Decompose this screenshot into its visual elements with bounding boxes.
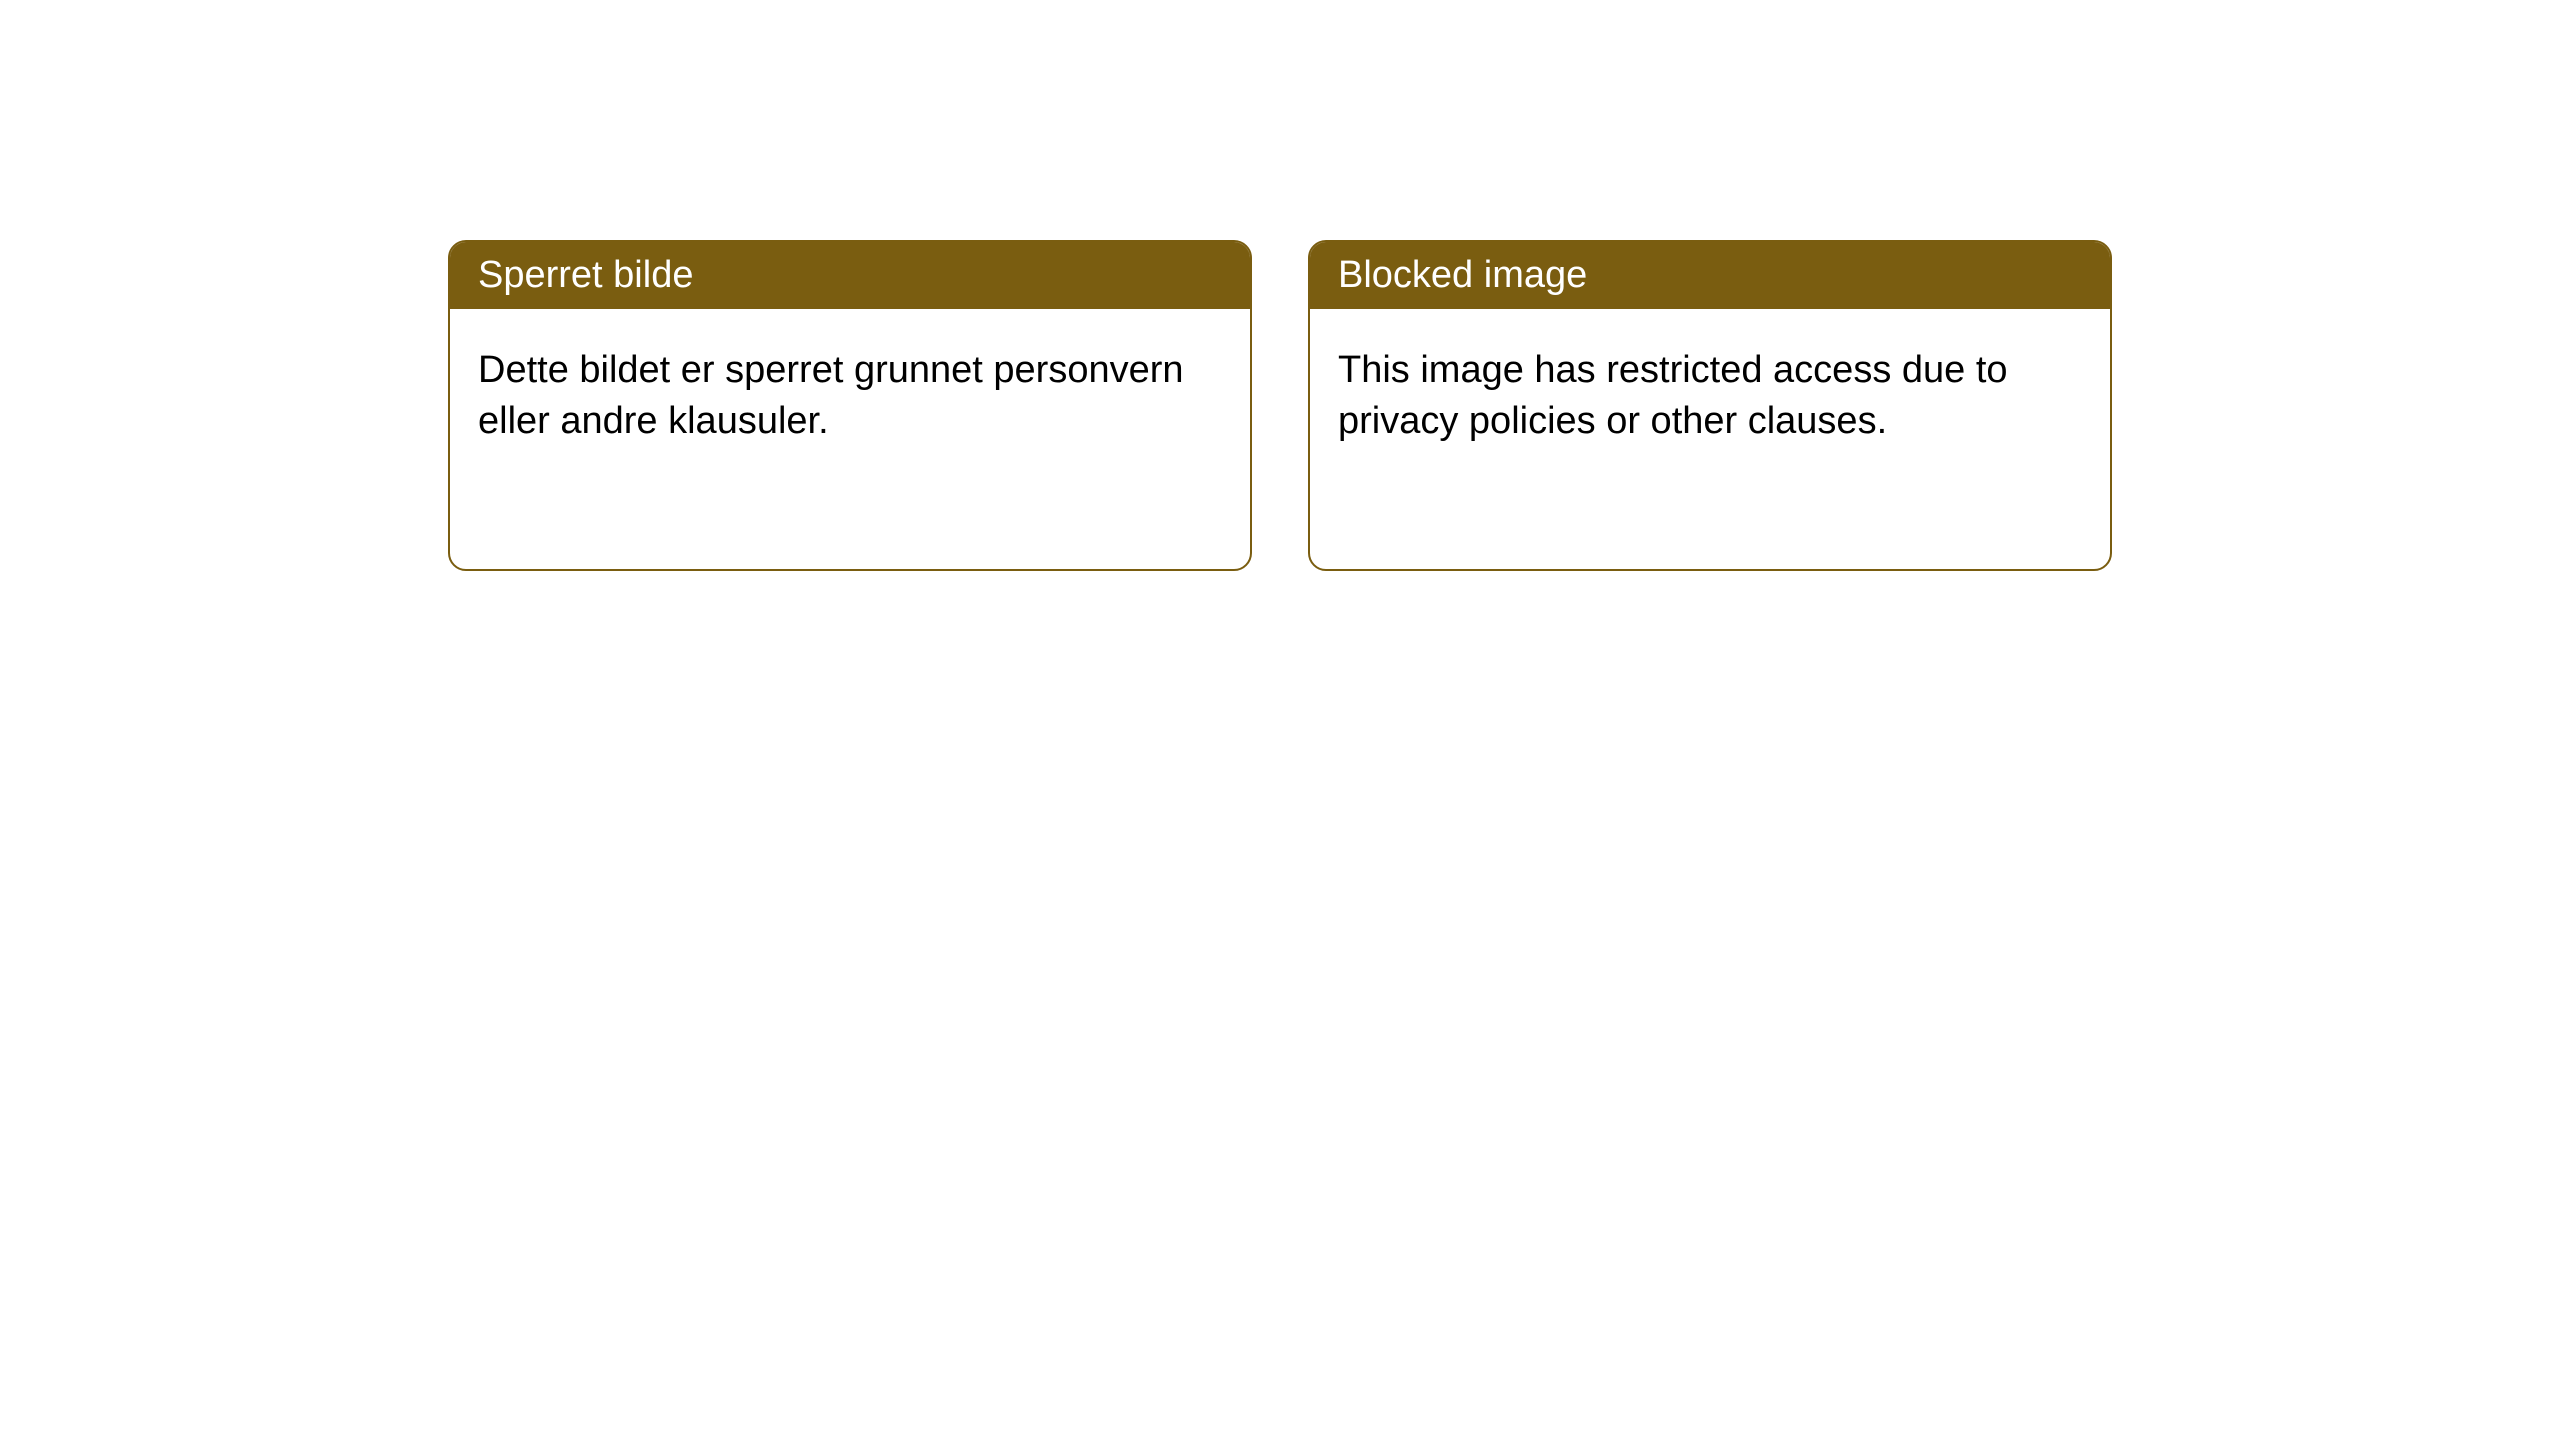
notice-card-norwegian: Sperret bilde Dette bildet er sperret gr…: [448, 240, 1252, 571]
notice-body: Dette bildet er sperret grunnet personve…: [450, 309, 1250, 569]
notice-body-text: This image has restricted access due to …: [1338, 349, 2008, 442]
notice-header: Blocked image: [1310, 242, 2110, 309]
notice-title: Blocked image: [1338, 254, 1587, 296]
notice-header: Sperret bilde: [450, 242, 1250, 309]
notice-title: Sperret bilde: [478, 254, 693, 296]
notice-body-text: Dette bildet er sperret grunnet personve…: [478, 349, 1184, 442]
notice-container: Sperret bilde Dette bildet er sperret gr…: [0, 0, 2560, 571]
notice-card-english: Blocked image This image has restricted …: [1308, 240, 2112, 571]
notice-body: This image has restricted access due to …: [1310, 309, 2110, 569]
